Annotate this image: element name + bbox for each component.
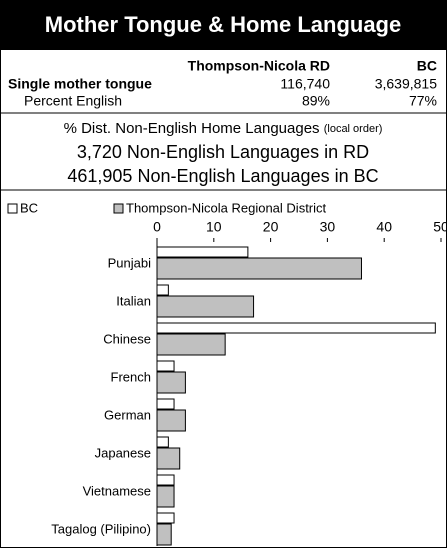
y-tick-label: Vietnamese bbox=[83, 483, 151, 498]
note: (local order) bbox=[324, 123, 383, 135]
y-tick-label: Punjabi bbox=[108, 255, 151, 270]
summary-line: 3,720 Non-English Languages in RD bbox=[77, 142, 369, 162]
bar bbox=[156, 485, 175, 508]
x-tick-label: 30 bbox=[320, 219, 336, 235]
bar bbox=[156, 409, 186, 432]
cell: 77% bbox=[409, 93, 437, 109]
y-tick-label: French bbox=[111, 369, 151, 384]
bar bbox=[156, 474, 175, 486]
summary-heading: % Dist. Non-English Home Languages (loca… bbox=[64, 120, 383, 137]
bar bbox=[156, 512, 175, 524]
y-tick-label: Chinese bbox=[103, 331, 151, 346]
summary-line: 461,905 Non-English Languages in BC bbox=[67, 166, 378, 186]
cell: 116,740 bbox=[280, 76, 330, 92]
legend-swatch bbox=[113, 203, 124, 214]
y-tick-label: Italian bbox=[116, 293, 151, 308]
bar bbox=[156, 436, 169, 448]
row-label: Single mother tongue bbox=[8, 76, 152, 92]
bar bbox=[156, 322, 436, 334]
y-tick-label: German bbox=[104, 407, 151, 422]
bar bbox=[156, 284, 169, 296]
bar bbox=[156, 371, 186, 394]
y-tick-label: Japanese bbox=[95, 445, 151, 460]
bar bbox=[156, 360, 175, 372]
x-tick-label: 50 bbox=[433, 219, 447, 235]
column-header: Thompson-Nicola RD bbox=[188, 58, 330, 74]
y-tick-label: Tagalog (Pilipino) bbox=[51, 521, 151, 536]
bar bbox=[156, 447, 181, 470]
bar bbox=[156, 523, 172, 546]
bar bbox=[156, 257, 362, 280]
title-bar bbox=[0, 0, 447, 50]
x-tick-label: 0 bbox=[153, 219, 161, 235]
bar bbox=[156, 333, 226, 356]
legend-swatch bbox=[7, 203, 18, 214]
x-tick-label: 40 bbox=[376, 219, 392, 235]
bar bbox=[156, 398, 175, 410]
legend-label: Thompson-Nicola Regional District bbox=[126, 200, 327, 215]
bar bbox=[156, 246, 249, 258]
title: Mother Tongue & Home Language bbox=[45, 12, 401, 37]
cell: 3,639,815 bbox=[375, 76, 437, 92]
cell: 89% bbox=[302, 93, 330, 109]
legend-label: BC bbox=[20, 200, 38, 215]
column-header: BC bbox=[417, 58, 437, 74]
x-tick-label: 20 bbox=[263, 219, 279, 235]
row-label: Percent English bbox=[24, 93, 122, 109]
x-tick-label: 10 bbox=[206, 219, 222, 235]
heading: % Dist. Non-English Home Languages bbox=[64, 120, 320, 137]
bar bbox=[156, 295, 255, 318]
